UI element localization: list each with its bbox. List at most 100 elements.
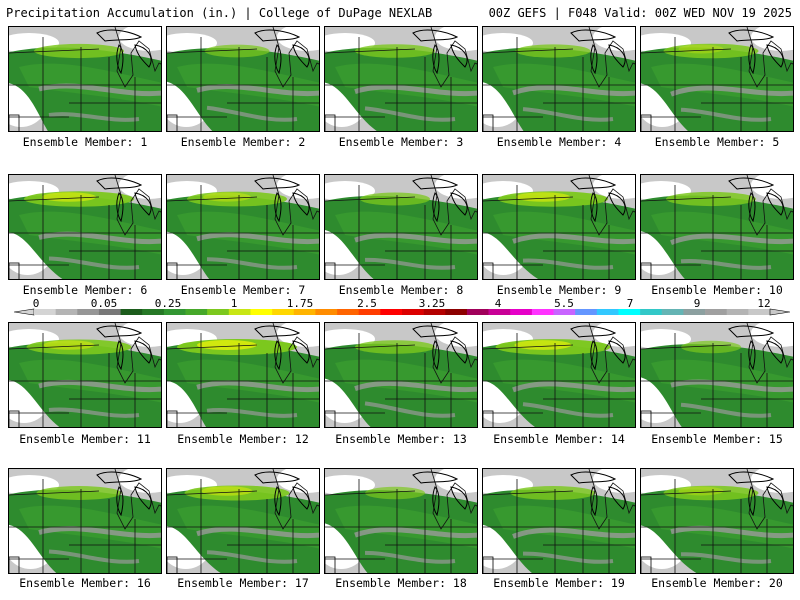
precip-field <box>167 175 319 279</box>
ensemble-member-map <box>324 174 478 280</box>
ensemble-member-map <box>8 322 162 428</box>
ensemble-member-label: Ensemble Member: 1 <box>22 135 148 149</box>
colorbar-segment <box>726 309 749 315</box>
ensemble-member-map <box>640 322 794 428</box>
colorbar-tick-label: 0.25 <box>154 297 182 310</box>
ensemble-member-label: Ensemble Member: 14 <box>493 432 625 446</box>
precip-field <box>325 323 477 427</box>
colorbar-segment <box>337 309 360 315</box>
colorbar-segment <box>77 309 100 315</box>
colorbar-segment <box>380 309 403 315</box>
colorbar-segment <box>705 309 728 315</box>
colorbar-tick-label: 5.5 <box>554 297 574 310</box>
ensemble-member-label: Ensemble Member: 7 <box>180 283 306 297</box>
precip-field <box>641 27 793 131</box>
model-valid-time: 00Z GEFS | F048 Valid: 00Z WED NOV 19 20… <box>488 6 792 20</box>
colorbar-segment <box>34 309 56 315</box>
ensemble-member-map <box>324 26 478 132</box>
map-title: Precipitation Accumulation (in.) | Colle… <box>6 6 433 20</box>
colorbar-segment <box>531 309 554 315</box>
colorbar-segment <box>358 309 381 315</box>
colorbar-segment <box>748 309 771 315</box>
colorbar-tick-label: 3.25 <box>418 297 446 310</box>
ensemble-member-label: Ensemble Member: 5 <box>654 135 780 149</box>
ensemble-member-map <box>8 26 162 132</box>
precip-field <box>325 27 477 131</box>
ensemble-member-map <box>482 468 636 574</box>
colorbar-segment <box>55 309 78 315</box>
colorbar-segment <box>445 309 468 315</box>
colorbar-segment <box>553 309 576 315</box>
ensemble-member-label: Ensemble Member: 11 <box>19 432 151 446</box>
colorbar-tick-label: 2.5 <box>357 297 377 310</box>
colorbar-segment <box>185 309 208 315</box>
ensemble-member-label: Ensemble Member: 10 <box>651 283 783 297</box>
ensemble-member-label: Ensemble Member: 12 <box>177 432 309 446</box>
precipitation-color-scale <box>14 308 790 316</box>
colorbar-tick-label: 4 <box>494 297 502 310</box>
colorbar-segment <box>402 309 424 315</box>
colorbar-segment <box>272 309 295 315</box>
ensemble-member-label: Ensemble Member: 9 <box>496 283 622 297</box>
colorbar-segment <box>661 309 684 315</box>
ensemble-member-map <box>166 322 320 428</box>
ensemble-member-label: Ensemble Member: 6 <box>22 283 148 297</box>
ensemble-member-map <box>640 174 794 280</box>
ensemble-member-label: Ensemble Member: 8 <box>338 283 464 297</box>
precip-field <box>325 469 477 573</box>
ensemble-member-map <box>482 174 636 280</box>
colorbar-segment <box>596 309 619 315</box>
colorbar-high-arrow <box>769 308 790 316</box>
colorbar-tick-label: 1.75 <box>286 297 314 310</box>
colorbar-segment <box>142 309 165 315</box>
colorbar-segment <box>228 309 251 315</box>
ensemble-member-map <box>8 174 162 280</box>
colorbar-tick-label: 1 <box>230 297 238 310</box>
colorbar-tick-label: 12 <box>757 297 771 310</box>
colorbar-tick-label: 9 <box>693 297 701 310</box>
colorbar-segment <box>163 309 186 315</box>
precip-field <box>9 323 161 427</box>
colorbar-tick-label: 7 <box>626 297 634 310</box>
precip-field <box>483 323 635 427</box>
ensemble-member-map <box>166 174 320 280</box>
ensemble-member-label: Ensemble Member: 16 <box>19 576 151 590</box>
colorbar-tick-label: 0 <box>32 297 40 310</box>
colorbar-segment <box>683 309 706 315</box>
ensemble-member-label: Ensemble Member: 13 <box>335 432 467 446</box>
precip-field <box>641 469 793 573</box>
ensemble-member-map <box>482 26 636 132</box>
colorbar-segment <box>423 309 446 315</box>
precip-field <box>483 27 635 131</box>
colorbar-segment <box>207 309 230 315</box>
colorbar-segment <box>640 309 663 315</box>
precip-field <box>641 175 793 279</box>
ensemble-member-map <box>640 468 794 574</box>
ensemble-member-map <box>8 468 162 574</box>
colorbar-segment <box>618 309 641 315</box>
ensemble-member-label: Ensemble Member: 15 <box>651 432 783 446</box>
precip-field <box>167 469 319 573</box>
colorbar-tick-label: 0.05 <box>90 297 118 310</box>
precip-field <box>641 323 793 427</box>
colorbar-segment <box>575 309 598 315</box>
ensemble-member-map <box>166 468 320 574</box>
ensemble-member-label: Ensemble Member: 19 <box>493 576 625 590</box>
colorbar-low-arrow <box>14 308 35 316</box>
precip-field <box>167 323 319 427</box>
precip-field <box>325 175 477 279</box>
precip-field <box>9 175 161 279</box>
precip-field <box>9 469 161 573</box>
ensemble-member-label: Ensemble Member: 18 <box>335 576 467 590</box>
colorbar-segment <box>98 309 121 315</box>
ensemble-member-map <box>324 322 478 428</box>
colorbar-segment <box>315 309 338 315</box>
colorbar-segment <box>293 309 316 315</box>
precip-field <box>483 469 635 573</box>
colorbar-segment <box>510 309 533 315</box>
ensemble-member-label: Ensemble Member: 3 <box>338 135 464 149</box>
ensemble-member-label: Ensemble Member: 20 <box>651 576 783 590</box>
colorbar-segment <box>250 309 273 315</box>
ensemble-member-label: Ensemble Member: 4 <box>496 135 622 149</box>
colorbar-segment <box>488 309 511 315</box>
